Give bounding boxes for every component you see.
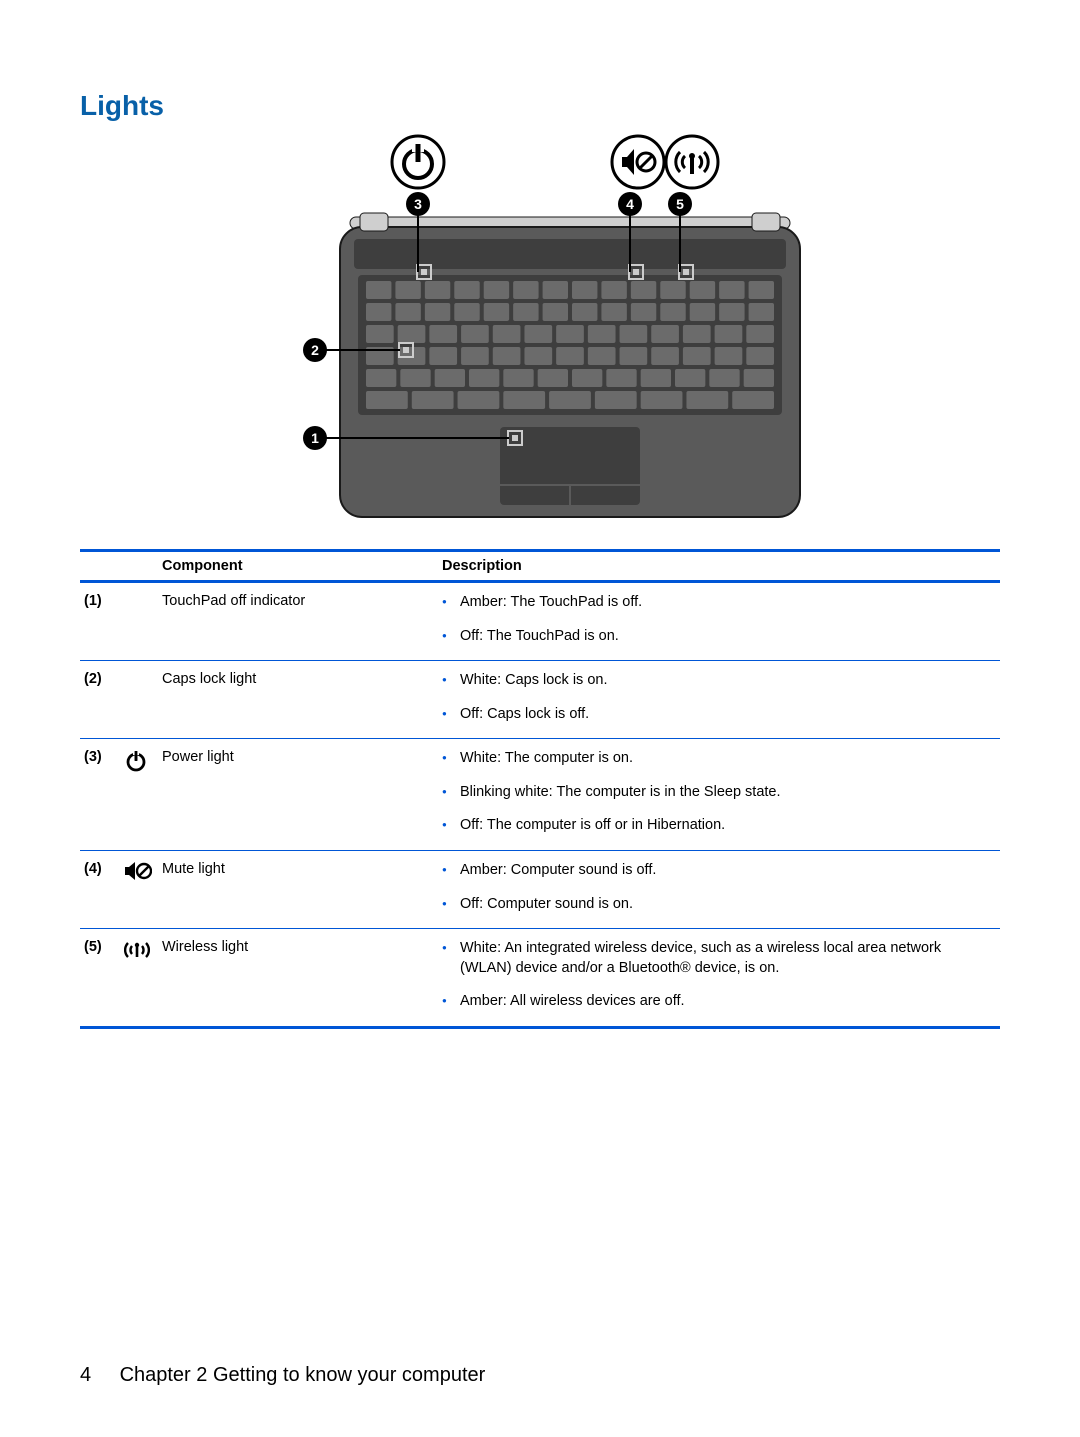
description-item: White: An integrated wireless device, su… [442,939,996,978]
row-number: (2) [80,661,120,739]
th-component: Component [158,551,438,582]
row-description: Amber: Computer sound is off. Off: Comput… [438,850,1000,928]
description-item: Amber: Computer sound is off. [442,861,996,881]
description-item: Amber: The TouchPad is off. [442,593,996,613]
row-icon [120,582,158,661]
row-icon [120,661,158,739]
row-icon [120,850,158,928]
description-item: Amber: All wireless devices are off. [442,992,996,1012]
description-item: Off: The computer is off or in Hibernati… [442,816,996,836]
mute-icon [124,861,152,881]
row-number: (1) [80,582,120,661]
table-row: (1) TouchPad off indicatorAmber: The Touc… [80,582,1000,661]
wireless-icon [124,939,150,961]
row-description: White: The computer is on. Blinking white… [438,739,1000,851]
section-title: Lights [80,90,1000,122]
svg-text:3: 3 [414,196,422,212]
diagram-container: 1 2 3 4 5 [80,132,1000,537]
table-row: (2) Caps lock lightWhite: Caps lock is on… [80,661,1000,739]
description-item: Blinking white: The computer is in the S… [442,783,996,803]
power-icon [124,749,148,773]
table-row: (3) Power lightWhite: The computer is on.… [80,739,1000,851]
row-description: White: An integrated wireless device, su… [438,929,1000,1028]
row-component: TouchPad off indicator [158,582,438,661]
row-icon [120,739,158,851]
row-number: (5) [80,929,120,1028]
row-number: (4) [80,850,120,928]
page-footer: 4 Chapter 2 Getting to know your compute… [80,1364,485,1387]
description-item: Off: Computer sound is on. [442,895,996,915]
components-table: Component Description (1) TouchPad off in… [80,549,1000,1029]
description-item: White: The computer is on. [442,749,996,769]
description-item: Off: Caps lock is off. [442,705,996,725]
row-component: Wireless light [158,929,438,1028]
chapter-label: Chapter 2 Getting to know your computer [120,1364,486,1386]
description-item: White: Caps lock is on. [442,671,996,691]
table-row: (4) Mute lightAmber: Computer sound is of… [80,850,1000,928]
description-item: Off: The TouchPad is on. [442,627,996,647]
row-description: White: Caps lock is on. Off: Caps lock is… [438,661,1000,739]
th-description: Description [438,551,1000,582]
table-row: (5) Wireless lightWhite: An integrated wi… [80,929,1000,1028]
laptop-diagram: 1 2 3 4 5 [260,132,820,532]
row-component: Caps lock light [158,661,438,739]
svg-text:1: 1 [311,430,319,446]
row-description: Amber: The TouchPad is off. Off: The Touc… [438,582,1000,661]
row-component: Mute light [158,850,438,928]
row-number: (3) [80,739,120,851]
row-icon [120,929,158,1028]
page-number: 4 [80,1364,114,1387]
svg-text:4: 4 [626,196,634,212]
svg-text:5: 5 [676,196,684,212]
svg-text:2: 2 [311,342,319,358]
row-component: Power light [158,739,438,851]
